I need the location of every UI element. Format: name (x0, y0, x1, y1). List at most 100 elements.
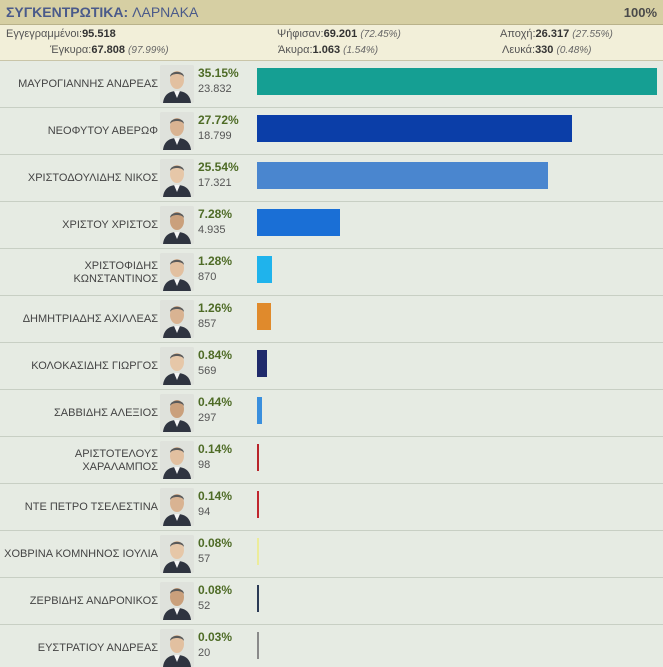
candidate-votes: 20 (198, 647, 211, 659)
candidate-photo (160, 65, 194, 103)
candidate-percent: 0.14% (198, 489, 233, 503)
vote-share-bar (257, 444, 259, 471)
candidate-photo (160, 159, 194, 197)
candidate-votes: 870 (198, 271, 217, 283)
candidate-votes: 857 (198, 318, 217, 330)
candidate-votes: 4.935 (198, 224, 226, 236)
vote-share-bar (257, 491, 259, 518)
candidate-votes: 297 (198, 412, 217, 424)
candidate-photo (160, 206, 194, 244)
candidate-votes: 94 (198, 506, 211, 518)
candidate-photo (160, 441, 194, 479)
vote-bar-track (257, 162, 657, 189)
candidate-name: ΧΟΒΡΙΝΑ ΚΟΜΝΗΝΟΣ ΙΟΥΛΙΑ (4, 548, 158, 560)
vote-share-bar (257, 350, 267, 377)
candidate-name: ΝΤΕ ΠΕΤΡΟ ΤΣΕΛΕΣΤΙΝΑ (24, 501, 158, 513)
stat-abstention: Αποχή:26.317 (27.55%) (500, 28, 613, 40)
candidate-row[interactable]: ΧΡΙΣΤΟΦΙΔΗΣ ΚΩΝΣΤΑΝΤΙΝΟΣ 1.28% 870 (0, 249, 663, 296)
vote-share-bar (257, 256, 272, 283)
candidate-percent: 1.28% (198, 254, 233, 268)
candidate-percent: 1.26% (198, 301, 233, 315)
stat-valid: Έγκυρα:67.808 (97.99%) (50, 44, 169, 56)
vote-bar-track (257, 397, 657, 424)
candidate-votes: 57 (198, 553, 211, 565)
candidate-votes: 23.832 (198, 83, 232, 95)
stat-registered: Εγγεγραμμένοι:95.518 (6, 28, 116, 40)
candidate-votes: 17.321 (198, 177, 232, 189)
vote-bar-track (257, 491, 657, 518)
region-name: ΛΑΡΝΑΚΑ (132, 4, 199, 20)
candidate-photo (160, 112, 194, 150)
stat-voted: Ψήφισαν:69.201 (72.45%) (277, 28, 401, 40)
candidate-row[interactable]: ΧΡΙΣΤΟΔΟΥΛΙΔΗΣ ΝΙΚΟΣ 25.54% 17.321 (0, 155, 663, 202)
candidate-name: ΧΡΙΣΤΟΦΙΔΗΣ ΚΩΝΣΤΑΝΤΙΝΟΣ (73, 259, 158, 285)
candidate-row[interactable]: ΚΟΛΟΚΑΣΙΔΗΣ ΓΙΩΡΓΟΣ 0.84% 569 (0, 343, 663, 390)
vote-share-bar (257, 162, 548, 189)
vote-share-bar (257, 538, 259, 565)
candidate-name: ΕΥΣΤΡΑΤΙΟΥ ΑΝΔΡΕΑΣ (37, 642, 158, 654)
candidate-row[interactable]: ΜΑΥΡΟΓΙΑΝΝΗΣ ΑΝΔΡΕΑΣ 35.15% 23.832 (0, 61, 663, 108)
candidate-photo (160, 394, 194, 432)
turnout-stats: Εγγεγραμμένοι:95.518 Ψήφισαν:69.201 (72.… (0, 25, 663, 61)
candidate-photo (160, 488, 194, 526)
candidate-name: ΜΑΥΡΟΓΙΑΝΝΗΣ ΑΝΔΡΕΑΣ (18, 78, 158, 90)
results-header: ΣΥΓΚΕΝΤΡΩΤΙΚΑ: ΛΑΡΝΑΚΑ 100% (0, 0, 663, 25)
stat-invalid: Άκυρα:1.063 (1.54%) (278, 44, 379, 56)
vote-share-bar (257, 585, 259, 612)
candidate-photo (160, 347, 194, 385)
candidate-name: ΑΡΙΣΤΟΤΕΛΟΥΣ ΧΑΡΑΛΑΜΠΟΣ (74, 447, 158, 473)
vote-bar-track (257, 538, 657, 565)
candidate-votes: 18.799 (198, 130, 232, 142)
vote-bar-track (257, 444, 657, 471)
candidate-name: ΧΡΙΣΤΟΔΟΥΛΙΔΗΣ ΝΙΚΟΣ (27, 172, 158, 184)
candidate-percent: 27.72% (198, 113, 239, 127)
candidate-votes: 52 (198, 600, 211, 612)
vote-bar-track (257, 350, 657, 377)
vote-share-bar (257, 632, 259, 659)
counted-percent: 100% (623, 4, 657, 20)
candidate-percent: 0.03% (198, 630, 233, 644)
candidate-name: ΖΕΡΒΙΔΗΣ ΑΝΔΡΟΝΙΚΟΣ (29, 595, 158, 607)
candidate-photo (160, 253, 194, 291)
candidate-photo (160, 300, 194, 338)
candidate-row[interactable]: ΝΤΕ ΠΕΤΡΟ ΤΣΕΛΕΣΤΙΝΑ 0.14% 94 (0, 484, 663, 531)
candidate-row[interactable]: ΑΡΙΣΤΟΤΕΛΟΥΣ ΧΑΡΑΛΑΜΠΟΣ 0.14% 98 (0, 437, 663, 484)
candidate-row[interactable]: ΔΗΜΗΤΡΙΑΔΗΣ ΑΧΙΛΛΕΑΣ 1.26% 857 (0, 296, 663, 343)
candidate-photo (160, 582, 194, 620)
candidate-row[interactable]: ΧΟΒΡΙΝΑ ΚΟΜΝΗΝΟΣ ΙΟΥΛΙΑ 0.08% 57 (0, 531, 663, 578)
candidate-name: ΚΟΛΟΚΑΣΙΔΗΣ ΓΙΩΡΓΟΣ (31, 360, 158, 372)
candidate-percent: 0.44% (198, 395, 233, 409)
candidate-list: ΜΑΥΡΟΓΙΑΝΝΗΣ ΑΝΔΡΕΑΣ 35.15% 23.832 ΝΕΟΦΥΤΟΥ… (0, 61, 663, 667)
vote-bar-track (257, 68, 657, 95)
stat-blank: Λευκά:330 (0.48%) (502, 44, 592, 56)
candidate-row[interactable]: ΣΑΒΒΙΔΗΣ ΑΛΕΞΙΟΣ 0.44% 297 (0, 390, 663, 437)
candidate-percent: 0.14% (198, 442, 233, 456)
candidate-percent: 0.84% (198, 348, 233, 362)
candidate-votes: 98 (198, 459, 211, 471)
candidate-row[interactable]: ΝΕΟΦΥΤΟΥ ΑΒΕΡΩΦ 27.72% 18.799 (0, 108, 663, 155)
candidate-votes: 569 (198, 365, 217, 377)
candidate-row[interactable]: ΕΥΣΤΡΑΤΙΟΥ ΑΝΔΡΕΑΣ 0.03% 20 (0, 625, 663, 667)
vote-bar-track (257, 585, 657, 612)
candidate-row[interactable]: ΧΡΙΣΤΟΥ ΧΡΙΣΤΟΣ 7.28% 4.935 (0, 202, 663, 249)
vote-bar-track (257, 115, 657, 142)
vote-bar-track (257, 256, 657, 283)
vote-share-bar (257, 209, 340, 236)
candidate-percent: 25.54% (198, 160, 239, 174)
candidate-name: ΝΕΟΦΥΤΟΥ ΑΒΕΡΩΦ (47, 125, 158, 137)
candidate-photo (160, 629, 194, 667)
vote-share-bar (257, 303, 271, 330)
vote-bar-track (257, 303, 657, 330)
candidate-name: ΧΡΙΣΤΟΥ ΧΡΙΣΤΟΣ (62, 219, 158, 231)
candidate-percent: 35.15% (198, 66, 239, 80)
vote-bar-track (257, 209, 657, 236)
vote-share-bar (257, 397, 262, 424)
summary-title: ΣΥΓΚΕΝΤΡΩΤΙΚΑ: (6, 4, 129, 20)
candidate-name: ΣΑΒΒΙΔΗΣ ΑΛΕΞΙΟΣ (54, 407, 158, 419)
candidate-percent: 0.08% (198, 536, 233, 550)
candidate-photo (160, 535, 194, 573)
vote-share-bar (257, 115, 572, 142)
candidate-row[interactable]: ΖΕΡΒΙΔΗΣ ΑΝΔΡΟΝΙΚΟΣ 0.08% 52 (0, 578, 663, 625)
candidate-percent: 0.08% (198, 583, 233, 597)
vote-share-bar (257, 68, 657, 95)
